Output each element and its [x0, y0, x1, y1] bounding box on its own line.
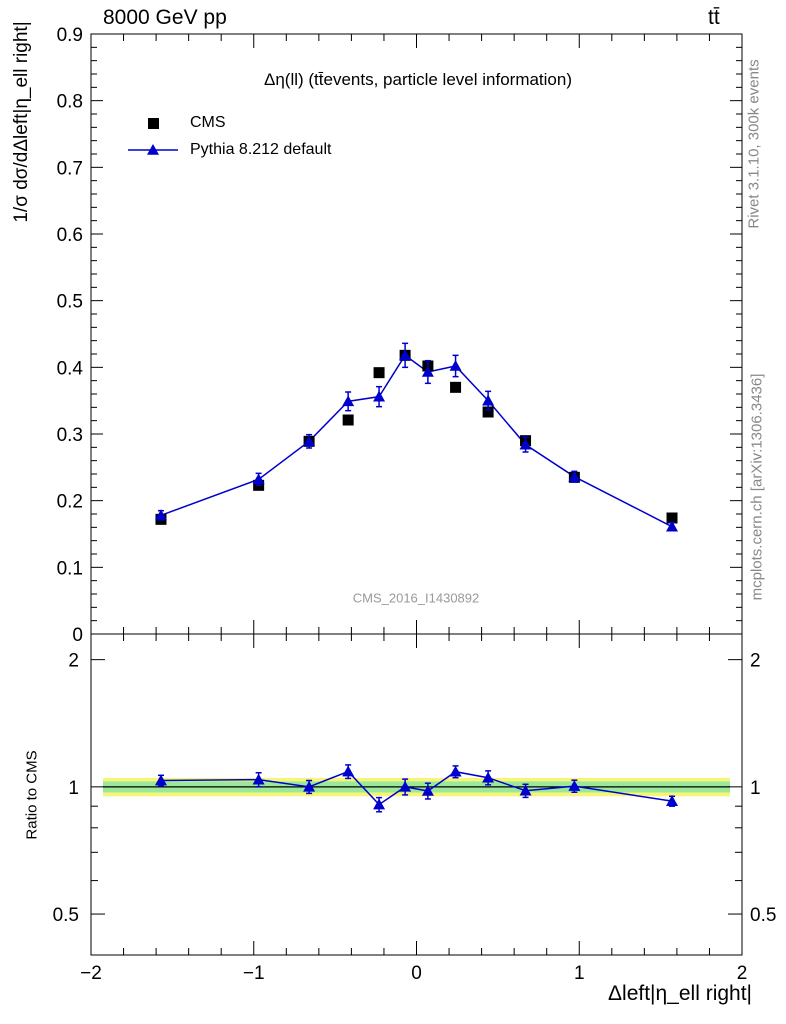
pythia-point: [154, 509, 167, 521]
pythia-point: [342, 395, 355, 407]
main-y-tick-label: 0.8: [57, 92, 83, 113]
ratio-point: [482, 771, 495, 783]
chart-title: Δη(ll) (tt̄events, particle level inform…: [263, 70, 573, 89]
x-tick-label: 1: [574, 963, 585, 984]
main-y-tick-label: 0.5: [57, 292, 83, 313]
cms-point: [342, 414, 354, 426]
legend-marker-cms: [148, 118, 159, 129]
ratio-line: [160, 770, 673, 806]
pythia-point: [482, 394, 495, 406]
main-y-tick-label: 0.7: [57, 158, 83, 179]
legend-label-pythia: Pythia 8.212 default: [190, 141, 332, 158]
legend-label-cms: CMS: [190, 114, 226, 131]
ratio-point: [154, 774, 167, 786]
pythia-point: [399, 349, 412, 361]
energy-label: 8000 GeV pp: [103, 6, 227, 29]
ratio-point: [421, 784, 434, 796]
pythia-point: [252, 473, 265, 485]
ratio-y-tick-label: 0.5: [53, 905, 79, 926]
pythia-point: [568, 470, 581, 482]
legend-marker-pythia: [147, 144, 159, 155]
cms-point: [482, 406, 494, 418]
x-tick-label: −2: [80, 963, 102, 984]
ratio-point: [303, 780, 316, 792]
main-y-tick-label: 0.6: [57, 225, 83, 246]
x-tick-label: 0: [411, 963, 422, 984]
side-label-bottom: mcplots.cern.ch [arXiv:1306.3436]: [748, 373, 766, 601]
x-tick-label: 2: [737, 963, 748, 984]
cms-point: [373, 367, 385, 379]
pythia-point: [303, 435, 316, 447]
ratio-point: [519, 784, 532, 796]
cms-point: [666, 512, 678, 524]
main-y-tick-label: 0.2: [57, 492, 83, 513]
pythia-point: [373, 390, 386, 402]
main-frame: [90, 33, 743, 635]
ratio-y-tick-label-right: 1: [750, 778, 761, 799]
ratio-point: [252, 773, 265, 785]
ratio-point: [666, 795, 679, 806]
main-y-tick-label: 0.1: [57, 558, 83, 579]
ratio-point: [373, 798, 386, 810]
main-y-tick-label: 0: [72, 625, 83, 646]
ratio-plot: −2 −1 0 1 2 0.5 0.5 1 1 2 2: [53, 633, 776, 984]
ratio-y-tick-label-right: 2: [750, 651, 761, 672]
pythia-point: [666, 520, 679, 532]
ratio-point: [342, 765, 355, 777]
cms-point: [450, 381, 462, 393]
main-y-tick-label: 0.3: [57, 425, 83, 446]
x-tick-label: −1: [243, 963, 265, 984]
process-label: tt̄: [708, 6, 720, 29]
side-label-top: Rivet 3.1.10, 300k events: [745, 59, 763, 229]
main-y-tick-label: 0.9: [57, 25, 83, 46]
pythia-line: [160, 354, 673, 528]
ratio-y-tick-label: 1: [68, 778, 79, 799]
ratio-point: [449, 765, 462, 777]
ratio-y-tick-label-right: 0.5: [750, 905, 776, 926]
watermark: CMS_2016_I1430892: [352, 590, 480, 606]
ratio-point: [568, 780, 581, 791]
y-axis-title-main: 1/σ dσ/dΔleft|η_ell right|: [11, 21, 32, 223]
pythia-point: [449, 360, 462, 371]
ratio-y-tick-label: 2: [68, 651, 79, 672]
main-plot: 0 0.1 0.2 0.3 0.4 0.5 0.6 0.7 0.8 0.9: [57, 25, 743, 646]
pythia-point: [519, 438, 532, 450]
x-axis-title: Δleft|η_ell right|: [608, 982, 753, 1005]
main-y-tick-label: 0.4: [57, 358, 84, 379]
ratio-point: [399, 780, 412, 792]
pythia-point: [421, 366, 434, 377]
y-axis-title-ratio: Ratio to CMS: [23, 750, 41, 840]
